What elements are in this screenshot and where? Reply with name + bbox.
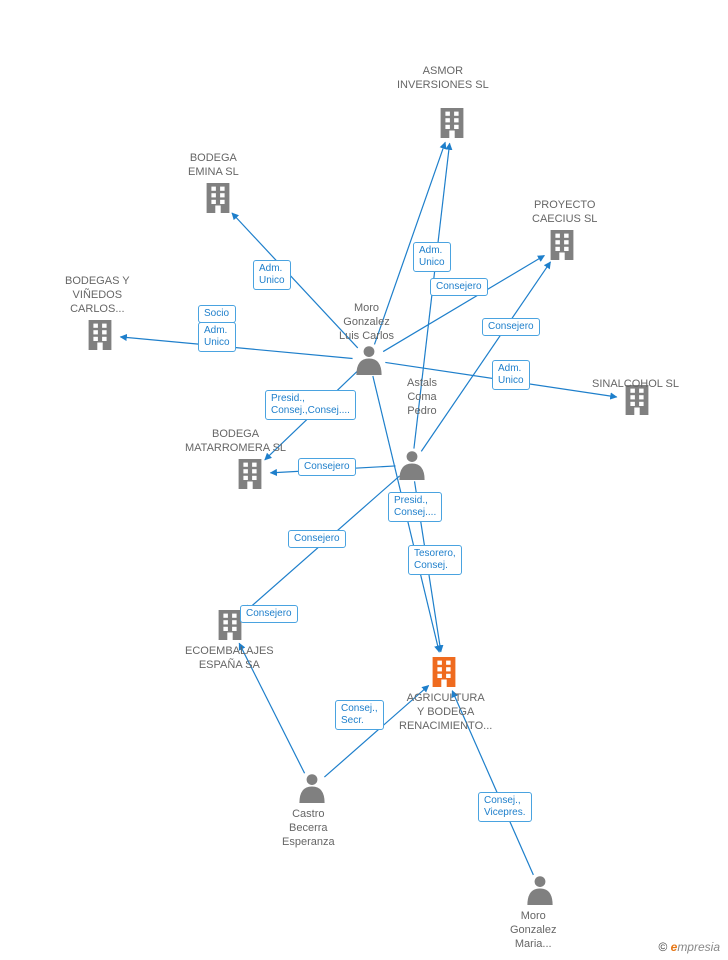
building-icon (551, 230, 574, 260)
building-icon (441, 108, 464, 138)
building-icon (207, 183, 230, 213)
node-label: ASMOR INVERSIONES SL (397, 65, 489, 93)
person-icon (356, 346, 381, 375)
node-label: BODEGA EMINA SL (188, 152, 239, 180)
node-label: AGRICULTURA Y BODEGA RENACIMIENTO... (399, 692, 492, 733)
copyright: © empresia (658, 940, 720, 954)
edge-label: Consej., Vicepres. (478, 792, 532, 822)
node-label: PROYECTO CAECIUS SL (532, 199, 597, 227)
edge-label: Consejero (288, 530, 346, 548)
edge-label: Tesorero, Consej. (408, 545, 462, 575)
edge-label: Adm. Unico (413, 242, 451, 272)
node-label: ECOEMBALAJES ESPAÑA SA (185, 645, 274, 673)
node-label: SINALCOHOL SL (592, 378, 679, 392)
network-canvas (0, 0, 728, 960)
building-icon (239, 459, 262, 489)
edge-label: Consej., Secr. (335, 700, 384, 730)
node-label: BODEGAS Y VIÑEDOS CARLOS... (65, 275, 130, 316)
building-icon (219, 610, 242, 640)
edge-label: Presid., Consej.,Consej.... (265, 390, 356, 420)
node-label: BODEGA MATARROMERA SL (185, 428, 286, 456)
edge-label: Adm. Unico (492, 360, 530, 390)
edge-label: Consejero (430, 278, 488, 296)
edge-label: Consejero (298, 458, 356, 476)
node-label: Moro Gonzalez Luis Carlos (339, 302, 394, 343)
node-label: Moro Gonzalez Maria... (510, 910, 556, 951)
person-icon (299, 774, 324, 803)
edge-label: Consejero (240, 605, 298, 623)
edge-label: Presid., Consej.... (388, 492, 442, 522)
node-label: Castro Becerra Esperanza (282, 808, 335, 849)
edge-label: Adm. Unico (253, 260, 291, 290)
building-icon (89, 320, 112, 350)
edge (383, 255, 544, 351)
copyright-symbol: © (658, 940, 667, 954)
brand-rest: mpresia (677, 940, 720, 954)
person-icon (399, 451, 424, 480)
edge-label: Consejero (482, 318, 540, 336)
building-icon (433, 657, 456, 687)
node-label: Astals Coma Pedro (407, 377, 437, 418)
edge (120, 337, 352, 359)
person-icon (527, 876, 552, 905)
edge-label: SocioAdm. Unico (198, 305, 236, 351)
